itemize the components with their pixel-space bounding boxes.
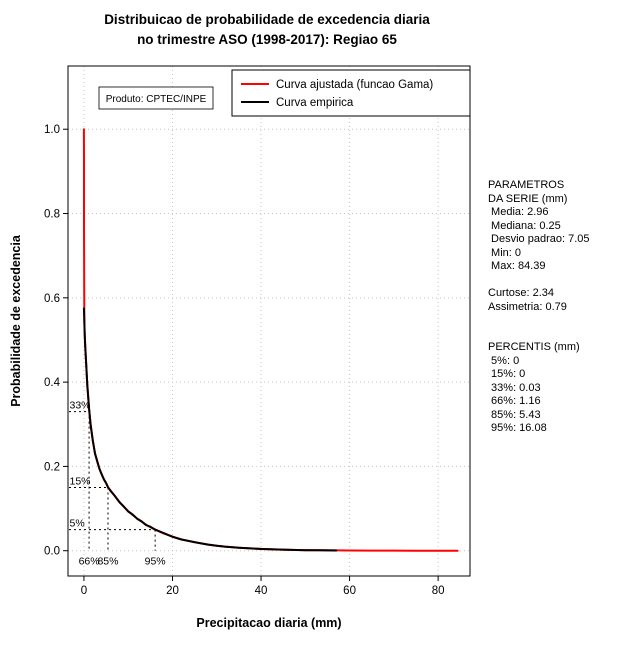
grid-layer: [68, 66, 470, 576]
produto-box: [98, 86, 214, 110]
statistics-line: 85%: 5.43: [488, 408, 541, 421]
guide-prob-label: 15%: [70, 475, 91, 487]
statistics-line: Desvio padrao: 7.05: [488, 233, 590, 245]
guide-percentile-label: 95%: [145, 556, 166, 568]
statistics-line: 33%: 0.03: [488, 381, 541, 394]
y-tick-label: 0.4: [44, 377, 61, 389]
statistics-line: 66%: 1.16: [488, 395, 541, 407]
curve-empirical: [82, 307, 338, 552]
guide-percentile-label: 66%: [79, 556, 100, 568]
guide-prob-label: 5%: [70, 518, 85, 530]
x-tick-label: 0: [81, 585, 87, 597]
y-tick-label: 1.0: [44, 124, 60, 136]
y-axis-label: Probabilidade de excedencia: [9, 234, 23, 407]
y-tick-label: 0.0: [44, 546, 60, 558]
chart-title-line2: no trimestre ASO (1998-2017): Regiao 65: [137, 32, 397, 47]
statistics-line: DA SERIE (mm): [488, 192, 568, 205]
statistics-line: Max: 84.39: [488, 260, 546, 272]
x-tick-label: 80: [432, 585, 445, 597]
statistics-line: [488, 274, 590, 288]
x-axis-label: Precipitacao diaria (mm): [196, 616, 341, 630]
chart-title-line1: Distribuicao de probabilidade de exceden…: [104, 12, 430, 27]
y-tick-label: 0.2: [44, 461, 60, 473]
statistics-line: [488, 328, 590, 342]
guide-percentile-label: 85%: [97, 556, 118, 568]
statistics-panel: PARAMETROS DA SERIE (mm) Media: 2.96 Medi…: [488, 179, 590, 436]
statistics-line: [488, 314, 590, 328]
plot-box: [67, 65, 471, 577]
produto-label: Produto: CPTEC/INPE: [106, 94, 207, 105]
legend-label-fitted: Curva ajustada (funcao Gama): [276, 79, 433, 91]
statistics-line: Assimetria: 0.79: [488, 300, 567, 313]
legend-box: [231, 69, 471, 117]
curves-layer: [82, 128, 459, 552]
ticks-layer: 0 20 40 60 80 0.0 0.2 0.4 0.6 0.8 1.0: [44, 124, 445, 597]
statistics-line: 95%: 16.08: [488, 422, 547, 434]
y-tick-label: 0.8: [44, 209, 60, 221]
guides-layer: 33% 66% 15% 85% 5% 95%: [69, 400, 166, 568]
curve-fitted-gamma: [82, 128, 459, 552]
legend: Curva ajustada (funcao Gama) Curva empir…: [231, 69, 471, 117]
statistics-line: 5%: 0: [488, 354, 520, 367]
produto-badge: Produto: CPTEC/INPE: [98, 86, 214, 110]
statistics-line: Min: 0: [488, 246, 522, 259]
statistics-line: Mediana: 0.25: [488, 219, 561, 232]
y-tick-label: 0.6: [44, 293, 60, 305]
chart-title: Distribuicao de probabilidade de exceden…: [0, 10, 534, 50]
legend-label-empirical: Curva empirica: [276, 97, 354, 109]
guide-prob-label: 33%: [70, 400, 91, 412]
x-tick-label: 60: [343, 585, 356, 597]
statistics-line: Curtose: 2.34: [488, 287, 555, 299]
statistics-line: PERCENTIS (mm): [488, 341, 580, 353]
statistics-line: 15%: 0: [488, 368, 526, 380]
statistics-line: PARAMETROS: [488, 179, 565, 191]
statistics-line: Media: 2.96: [488, 206, 549, 218]
x-tick-label: 20: [166, 585, 179, 597]
x-tick-label: 40: [255, 585, 268, 597]
